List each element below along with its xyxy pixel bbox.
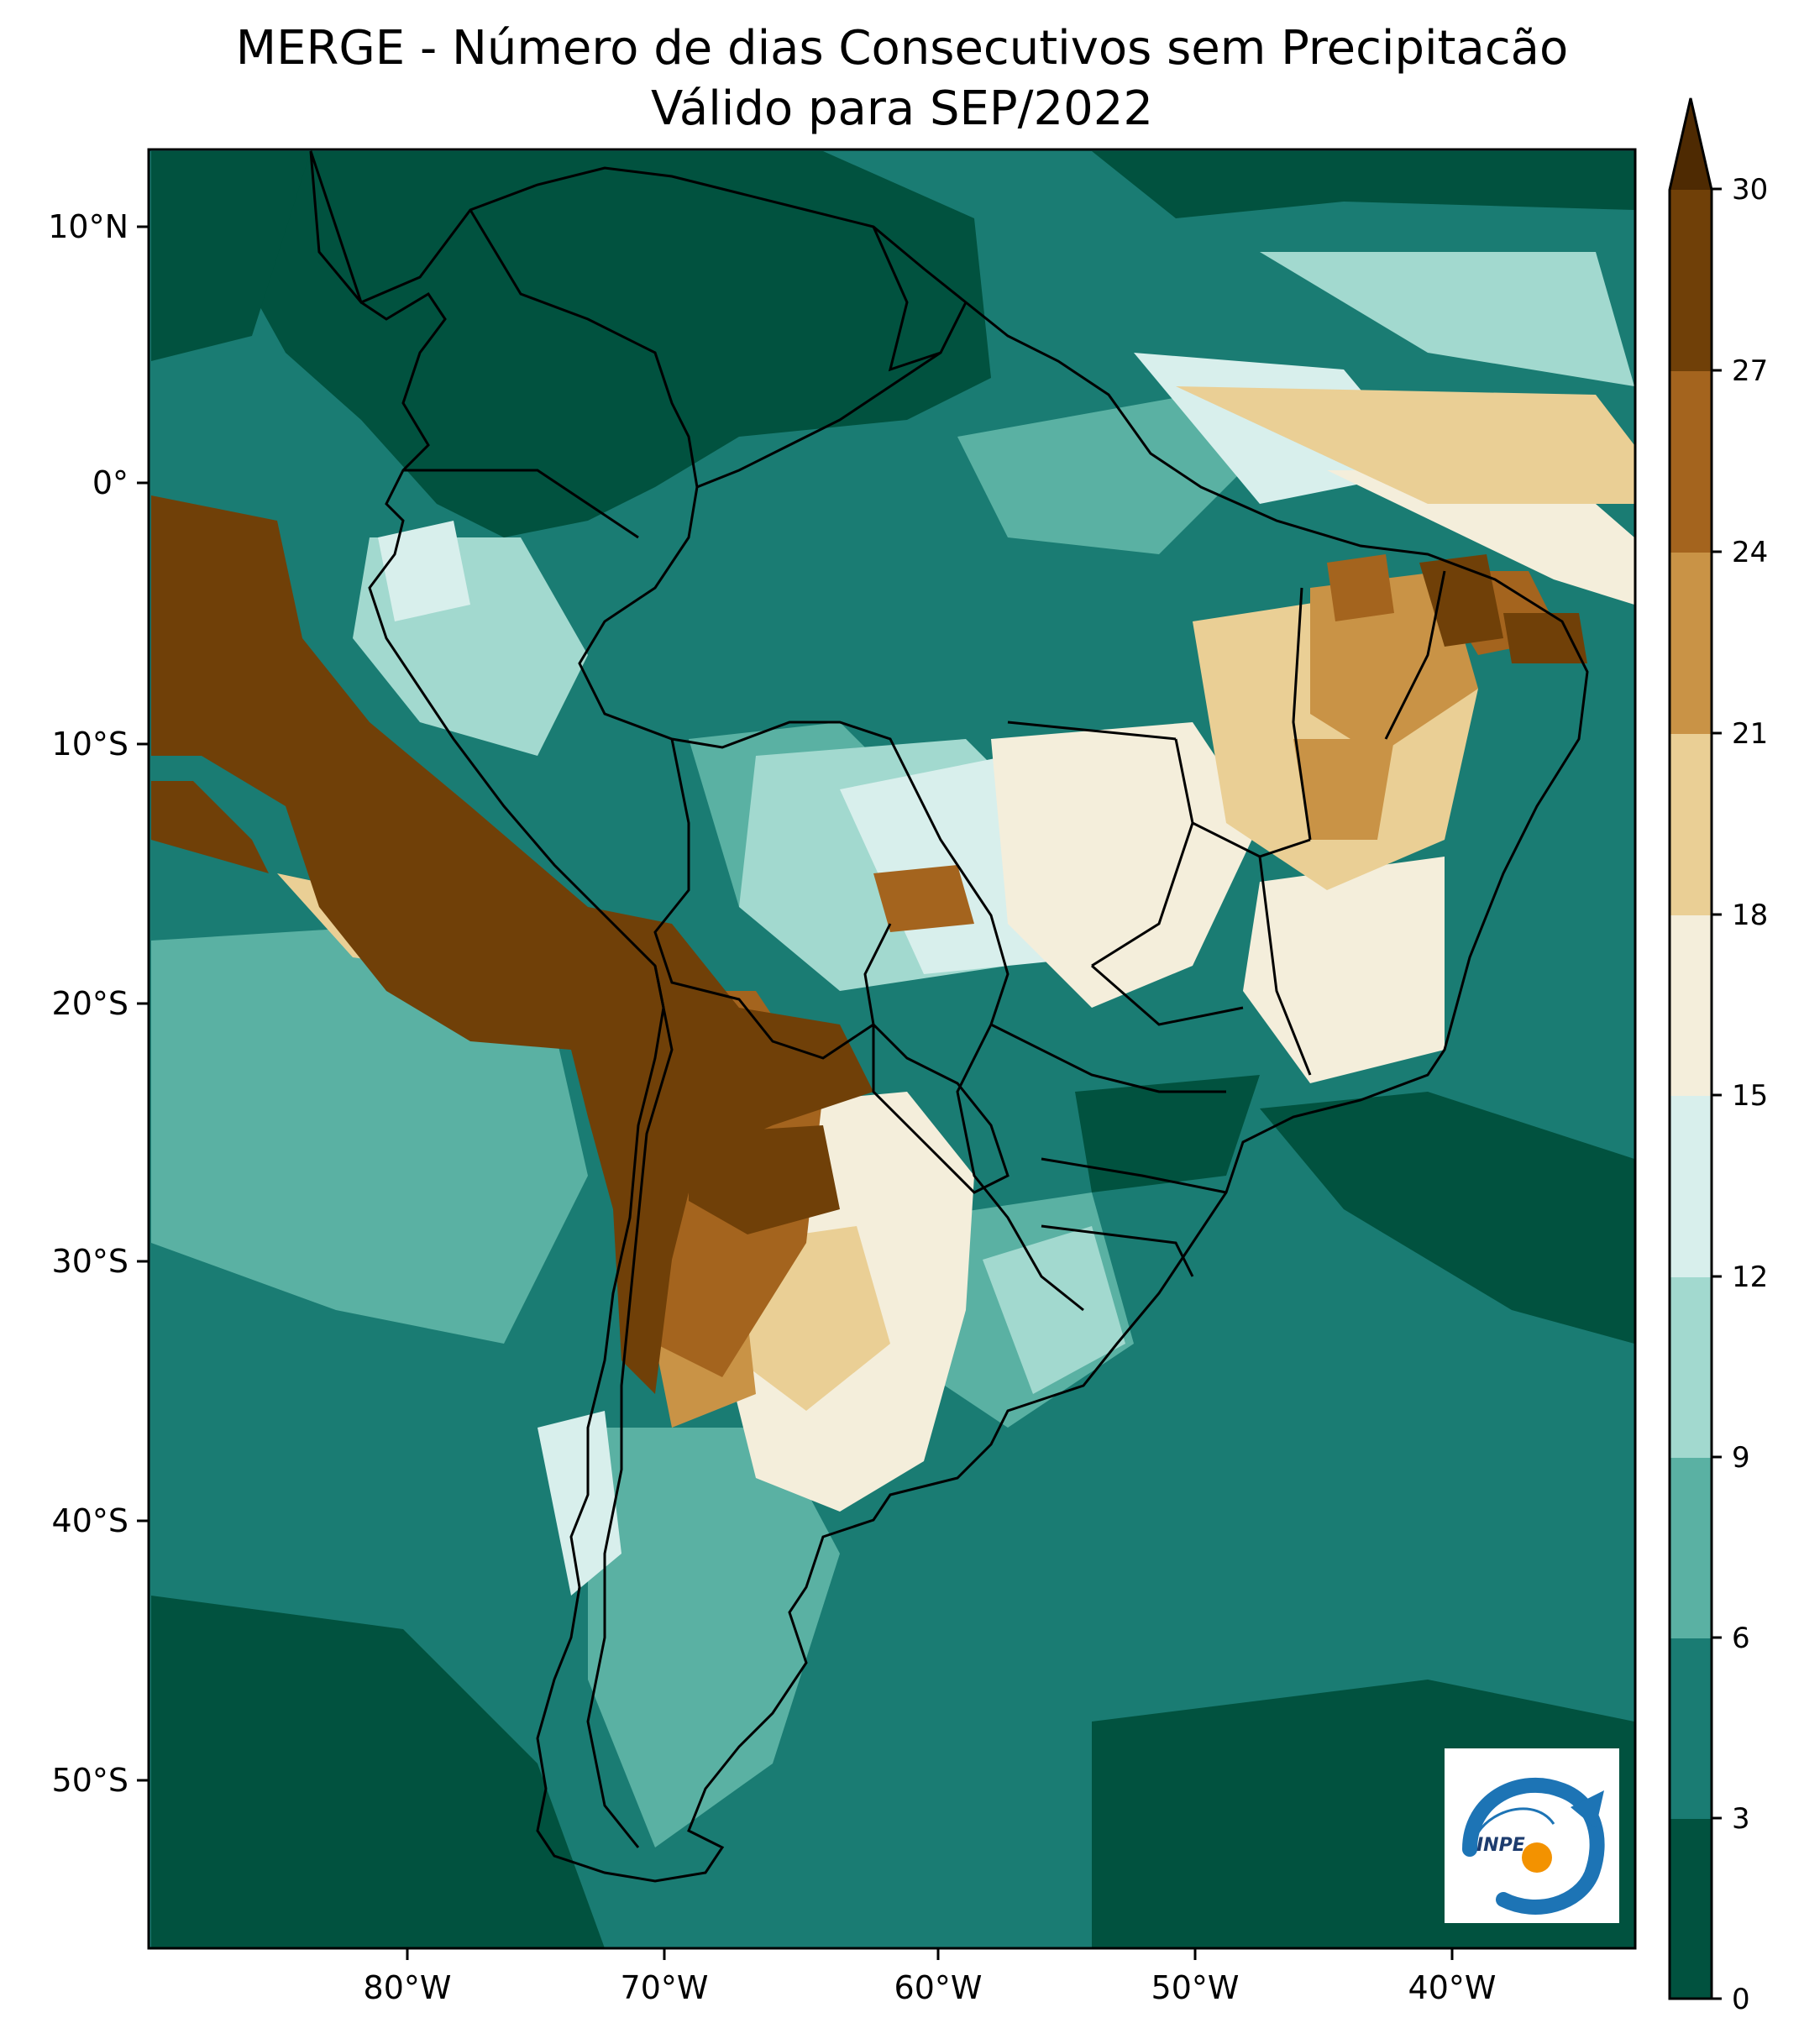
- minas-cream-zone: [1243, 857, 1445, 1083]
- argentina-dark-brown-zone: [689, 1125, 840, 1234]
- coastal-pacific-dark-brown-band: [151, 781, 269, 873]
- country-borders: [309, 150, 1589, 1883]
- lon-ticks: [406, 1948, 1454, 1960]
- peru-very-light-zone: [378, 521, 470, 621]
- lat-tick-label-10n: 10°N: [48, 208, 128, 245]
- mato-grosso-medium-brown-zone: [873, 865, 974, 932]
- colorbar-extend-arrow: [1670, 98, 1712, 190]
- caribbean-wet-zone: [1092, 151, 1634, 218]
- venezuela-guyana-border: [872, 226, 941, 372]
- lon-tick-label-60w: 60°W: [894, 1969, 983, 2006]
- brazil-state-borders: [990, 570, 1446, 1277]
- colorbar-band-6: [1670, 733, 1712, 915]
- south-atlantic-wet-zone: [1260, 1092, 1634, 1344]
- lon-tick-label-40w: 40°W: [1408, 1969, 1497, 2006]
- lon-tick-label-80w: 80°W: [364, 1969, 452, 2006]
- lat-tick-label-10s: 10°S: [52, 726, 128, 763]
- colorbar-label-0: 0: [1732, 1983, 1750, 2016]
- amazon-wet-zone: [244, 151, 991, 537]
- lon-tick-label-50w: 50°W: [1151, 1969, 1240, 2006]
- map-area: [149, 149, 1635, 1948]
- brazil-center-cream-zone: [991, 722, 1260, 1008]
- logo-text: INPE: [1476, 1835, 1525, 1856]
- andes-very-light-zone: [538, 1411, 621, 1596]
- northeast-tan-zone: [1176, 386, 1634, 504]
- colorbar-label-6: 6: [1732, 1622, 1750, 1655]
- dark-brown-zones: [151, 495, 1587, 1394]
- colorbar-band-8: [1670, 370, 1712, 553]
- guiana-medium-zone: [957, 395, 1243, 554]
- north-ocean-wet-zone: [151, 151, 311, 361]
- rio-grande-norte-dark-brown-zone: [1503, 613, 1587, 663]
- southern-ocean-wet-zone: [151, 1596, 605, 1948]
- colorbar-label-3: 3: [1732, 1802, 1750, 1836]
- maranhao-medium-brown-zone: [1327, 554, 1394, 621]
- map-frame: [147, 148, 1637, 1950]
- lon-tick-label-70w: 70°W: [621, 1969, 709, 2006]
- colorbar-label-27: 27: [1732, 354, 1768, 388]
- colorbar-label-9: 9: [1732, 1441, 1750, 1475]
- colorbar-band-7: [1670, 552, 1712, 734]
- colorbar-label-21: 21: [1732, 717, 1768, 751]
- colombia-venezuela-border: [469, 209, 699, 488]
- southeast-brazil-wet-zone: [1075, 1075, 1260, 1192]
- logo-arrow: [1571, 1790, 1604, 1828]
- inpe-logo: INPE: [1445, 1748, 1619, 1923]
- colorbar-label-12: 12: [1732, 1260, 1768, 1294]
- lat-tick-label-30s: 30°S: [52, 1243, 128, 1280]
- map-title-line2: Válido para SEP/2022: [650, 81, 1154, 136]
- north-atlantic-light-zone: [1260, 252, 1634, 386]
- bahia-light-brown-zone: [1293, 739, 1394, 840]
- south-america-coastline: [309, 150, 1589, 1883]
- lat-tick-label-50s: 50°S: [52, 1762, 128, 1799]
- colorbar-label-30: 30: [1732, 173, 1768, 207]
- colorbar-outline: [1668, 97, 1713, 2000]
- lat-tick-label-20s: 20°S: [52, 985, 128, 1022]
- colorbar-band-1: [1670, 1638, 1712, 1819]
- bolivia-border: [653, 738, 892, 1060]
- brazil-border: [578, 301, 1084, 1312]
- colorbar-band-5: [1670, 915, 1712, 1096]
- patagonia-medium-zone: [588, 1428, 840, 1847]
- colorbar-band-2: [1670, 1457, 1712, 1638]
- colorbar-label-18: 18: [1732, 899, 1768, 932]
- uruguay-light-zone: [983, 1226, 1125, 1394]
- logo-orange-dot: [1522, 1842, 1552, 1873]
- lat-ticks: [137, 225, 149, 1782]
- peru-ecuador-border: [403, 469, 639, 539]
- colorbar-label-15: 15: [1732, 1079, 1768, 1113]
- argentina-chile-border: [586, 965, 674, 1848]
- colorbar: 0 3 6 9 12 15 18 21 24 27 30: [1668, 97, 1768, 2016]
- colorbar-ticks: [1712, 187, 1722, 2000]
- colorbar-band-0: [1670, 1818, 1712, 1999]
- logo-orbit: [1476, 1807, 1555, 1833]
- colorbar-band-3: [1670, 1276, 1712, 1458]
- lat-tick-label-0: 0°: [92, 464, 128, 501]
- colorbar-band-9: [1670, 189, 1712, 371]
- map-title-line1: MERGE - Número de dias Consecutivos sem …: [235, 21, 1569, 76]
- paraguay-border: [872, 1021, 1010, 1194]
- lat-tick-label-40s: 40°S: [52, 1502, 128, 1539]
- ceara-dark-brown-zone: [1419, 554, 1503, 647]
- colorbar-band-4: [1670, 1095, 1712, 1277]
- colorbar-label-24: 24: [1732, 536, 1768, 569]
- inpe-logo-icon: INPE: [1462, 1777, 1605, 1915]
